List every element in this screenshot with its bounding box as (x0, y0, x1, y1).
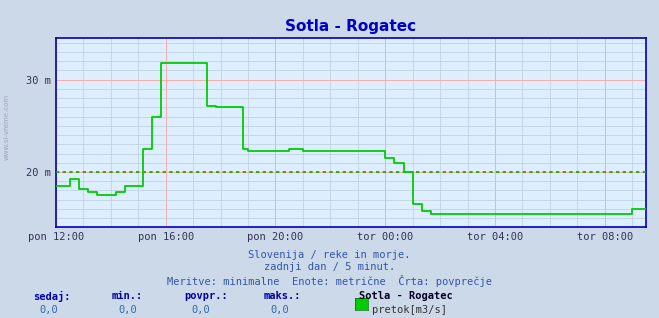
Text: povpr.:: povpr.: (185, 291, 228, 301)
Text: zadnji dan / 5 minut.: zadnji dan / 5 minut. (264, 262, 395, 272)
Text: maks.:: maks.: (264, 291, 301, 301)
Text: Meritve: minimalne  Enote: metrične  Črta: povprečje: Meritve: minimalne Enote: metrične Črta:… (167, 275, 492, 287)
Text: 0,0: 0,0 (40, 305, 58, 315)
Text: 0,0: 0,0 (119, 305, 137, 315)
Text: 0,0: 0,0 (191, 305, 210, 315)
Text: pretok[m3/s]: pretok[m3/s] (372, 305, 447, 315)
Text: sedaj:: sedaj: (33, 291, 71, 302)
Text: Sotla - Rogatec: Sotla - Rogatec (359, 291, 453, 301)
Text: 0,0: 0,0 (270, 305, 289, 315)
Title: Sotla - Rogatec: Sotla - Rogatec (285, 19, 416, 34)
Text: www.si-vreme.com: www.si-vreme.com (3, 94, 10, 160)
Text: min.:: min.: (112, 291, 143, 301)
Text: Slovenija / reke in morje.: Slovenija / reke in morje. (248, 250, 411, 259)
